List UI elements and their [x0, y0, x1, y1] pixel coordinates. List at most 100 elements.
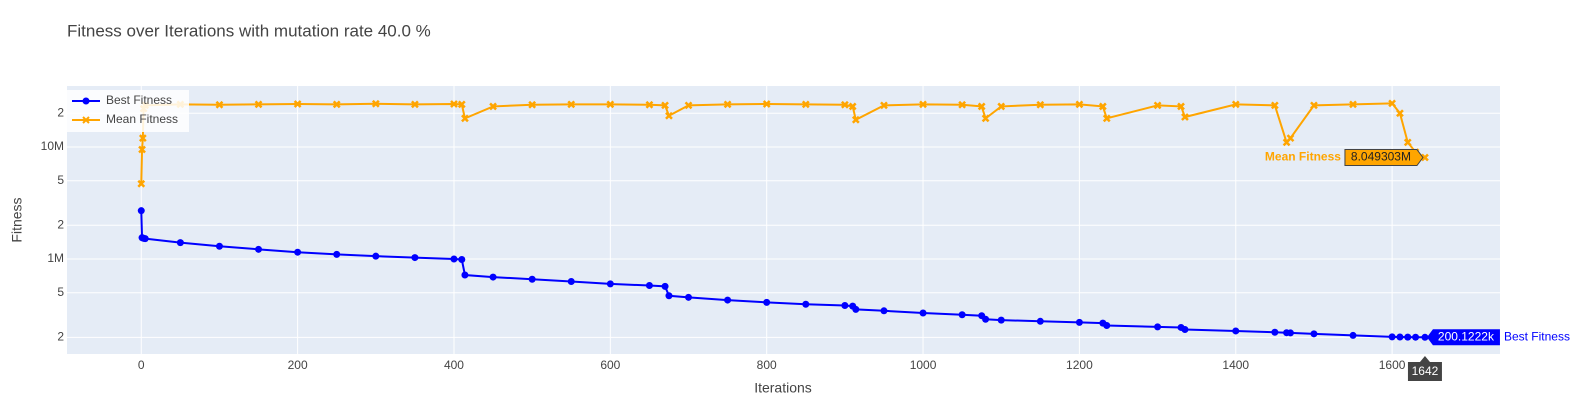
marker — [1181, 113, 1189, 121]
hover-box — [1344, 149, 1424, 167]
marker — [763, 298, 771, 306]
hover-name: Mean Fitness — [1265, 150, 1341, 164]
x-axis-title: Iterations — [754, 380, 812, 396]
marker — [176, 239, 184, 247]
marker — [215, 100, 224, 109]
legend-background — [67, 90, 189, 132]
marker — [880, 307, 888, 315]
marker — [1270, 101, 1279, 110]
marker — [1036, 100, 1045, 109]
x-tick-label: 600 — [600, 358, 620, 372]
marker — [802, 300, 810, 308]
marker — [1396, 109, 1404, 118]
y-tick-label: 2 — [57, 217, 64, 231]
hover-name: Best Fitness — [1504, 329, 1570, 343]
marker — [1349, 331, 1357, 339]
marker — [255, 245, 263, 253]
marker — [1177, 102, 1185, 111]
marker — [333, 250, 341, 258]
legend-marker — [82, 97, 90, 105]
x-tick-label: 800 — [757, 358, 777, 372]
marker — [450, 255, 458, 263]
marker — [919, 309, 927, 317]
marker — [1349, 100, 1357, 109]
legend: Best Fitness Mean Fitness — [67, 90, 189, 132]
legend-marker — [82, 116, 90, 124]
marker — [801, 100, 810, 109]
marker — [661, 101, 669, 110]
marker — [138, 134, 147, 142]
marker — [1396, 333, 1404, 341]
marker — [1181, 325, 1189, 333]
marker — [1231, 100, 1240, 109]
marker — [137, 207, 145, 215]
chart-title: Fitness over Iterations with mutation ra… — [67, 21, 431, 40]
hover-x-label: 1642 — [1412, 364, 1439, 378]
marker — [1153, 101, 1162, 110]
marker — [1286, 329, 1294, 337]
marker — [724, 296, 732, 304]
x-tick-label: 0 — [138, 358, 145, 372]
marker — [461, 271, 469, 279]
marker — [606, 280, 614, 288]
marker — [141, 235, 149, 243]
marker — [294, 248, 302, 256]
hover-x-box — [1407, 356, 1442, 381]
x-tick-label: 400 — [444, 358, 464, 372]
marker — [411, 254, 419, 262]
y-tick-label: 1M — [47, 251, 64, 265]
hover-value: 8.049303M — [1351, 150, 1411, 164]
hover-value: 200.1222k — [1438, 329, 1495, 343]
marker — [982, 315, 990, 323]
marker — [848, 102, 857, 111]
marker — [1036, 317, 1044, 325]
marker — [1103, 322, 1111, 330]
y-tick-label: 5 — [57, 285, 64, 299]
marker — [1404, 333, 1412, 341]
marker — [880, 101, 888, 110]
marker — [665, 292, 673, 300]
marker — [450, 100, 458, 108]
marker — [1271, 328, 1279, 336]
marker — [840, 100, 849, 109]
marker — [293, 100, 302, 108]
marker — [723, 100, 732, 109]
marker — [332, 100, 341, 109]
x-tick-label: 1200 — [1066, 358, 1093, 372]
x-tick-label: 1000 — [910, 358, 937, 372]
marker — [254, 100, 263, 109]
marker — [981, 114, 990, 123]
marker — [137, 179, 146, 188]
marker — [528, 275, 536, 283]
marker — [489, 102, 497, 111]
marker — [645, 100, 654, 109]
marker — [411, 100, 419, 109]
marker — [661, 282, 669, 290]
y-tick-label: 2 — [57, 330, 64, 344]
y-tick-label: 2 — [57, 105, 64, 119]
marker — [1412, 333, 1420, 341]
grid — [67, 86, 1500, 354]
marker — [762, 100, 771, 108]
marker — [1421, 153, 1429, 162]
y-tick-label: 5 — [57, 173, 64, 187]
marker — [1421, 333, 1429, 341]
y-tick-label: 10M — [41, 139, 64, 153]
marker — [567, 277, 575, 285]
marker — [457, 100, 466, 109]
marker — [665, 111, 673, 120]
marker — [1286, 134, 1295, 142]
marker — [1310, 330, 1318, 338]
marker — [1154, 323, 1162, 331]
marker — [1098, 102, 1107, 111]
marker — [215, 242, 223, 250]
marker — [997, 102, 1006, 111]
marker — [841, 301, 849, 309]
legend-label: Best Fitness — [106, 93, 172, 107]
marker — [919, 100, 927, 109]
x-tick-label: 200 — [288, 358, 308, 372]
marker — [1388, 333, 1396, 341]
marker — [371, 99, 380, 108]
marker — [1388, 99, 1396, 108]
